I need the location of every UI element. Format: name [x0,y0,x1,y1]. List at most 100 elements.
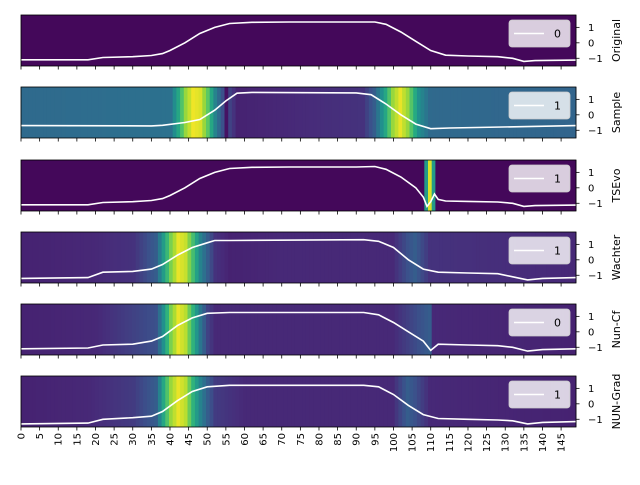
heatmap-cell [439,87,444,138]
heatmap-cell [313,376,318,427]
heatmap-cell [294,15,299,66]
heatmap-cell [446,160,451,211]
heatmap-cell [143,376,148,427]
heatmap-cell [113,304,118,355]
heatmap-cell [402,232,407,283]
heatmap-cell [409,304,414,355]
x-ticks [20,211,562,215]
heatmap-cell [450,160,455,211]
heatmap-cell [128,160,133,211]
heatmap-cell [243,15,248,66]
heatmap-cell [161,232,166,283]
heatmap-cell [320,15,325,66]
heatmap-cell [69,304,74,355]
heatmap-cell [379,15,384,66]
heatmap-cell [324,160,329,211]
heatmap-cell [239,376,244,427]
heatmap-cell [98,304,103,355]
legend-label: 1 [554,173,561,186]
x-ticks [20,66,562,70]
heatmap-cell [365,160,370,211]
heatmap-cell [391,232,396,283]
heatmap-cell [98,376,103,427]
heatmap-cell [32,87,37,138]
heatmap-cell [313,15,318,66]
heatmap-cell [428,232,433,283]
heatmap-cell [354,376,359,427]
heatmap-cell [80,15,85,66]
heatmap-cell [243,87,248,138]
heatmap-cell [231,87,236,138]
heatmap-cell [128,304,133,355]
heatmap-cell [235,160,240,211]
heatmap-cell [476,232,481,283]
heatmap-cell [198,376,203,427]
y-tick-label: 1 [588,23,594,34]
heatmap-cell [309,15,314,66]
heatmap-cell [572,15,577,66]
heatmap-cell [135,304,140,355]
y-tick-label: 0 [588,183,594,194]
heatmap-cell [202,15,207,66]
heatmap-cell [135,232,140,283]
heatmap-cell [361,87,366,138]
heatmap-cell [246,15,251,66]
heatmap-cell [387,232,392,283]
heatmap-cell [117,160,122,211]
heatmap-cell [387,376,392,427]
heatmap-cell [228,376,233,427]
heatmap-cell [80,160,85,211]
x-tick-label: 55 [221,433,232,446]
heatmap-cell [224,15,229,66]
heatmap-cell [442,304,447,355]
heatmap-cell [257,376,262,427]
y-tick-label: 1 [588,384,594,395]
heatmap-cell [365,87,370,138]
heatmap-cell [294,232,299,283]
heatmap-cell [58,160,63,211]
heatmap-cell [342,15,347,66]
heatmap-cell [494,376,499,427]
heatmap-cell [302,160,307,211]
legend-label: 1 [554,100,561,113]
heatmap-cell [76,87,81,138]
heatmap-cell [383,376,388,427]
heatmap-cell [428,160,433,211]
heatmap-cell [213,232,218,283]
heatmap-cell [198,232,203,283]
heatmap-cell [405,87,410,138]
heatmap-cell [346,15,351,66]
heatmap-cell [106,160,111,211]
heatmap-cell [368,87,373,138]
heatmap-cell [457,160,462,211]
heatmap-cell [69,232,74,283]
heatmap-cell [65,160,70,211]
heatmap-cell [354,15,359,66]
legend: 1 [508,91,571,120]
heatmap-cell [35,232,40,283]
heatmap-cell [261,304,266,355]
heatmap-cell [354,87,359,138]
heatmap-cell [461,15,466,66]
heatmap-cell [32,15,37,66]
heatmap-cell [176,160,181,211]
heatmap-cell [172,15,177,66]
heatmap-cell [387,160,392,211]
heatmap-cell [313,160,318,211]
x-ticks [20,283,562,287]
heatmap-cell [165,376,170,427]
x-tick-label: 85 [333,433,344,446]
heatmap-cell [228,87,233,138]
heatmap-cell [83,232,88,283]
heatmap-cell [357,304,362,355]
heatmap-cell [169,87,174,138]
heatmap-cell [420,15,425,66]
x-tick-label: 135 [519,433,530,452]
heatmap-cell [95,376,100,427]
heatmap-cell [254,376,259,427]
heatmap-cell [416,376,421,427]
heatmap-cell [39,87,44,138]
heatmap-cell [132,87,137,138]
heatmap-cell [132,232,137,283]
heatmap-cell [313,87,318,138]
